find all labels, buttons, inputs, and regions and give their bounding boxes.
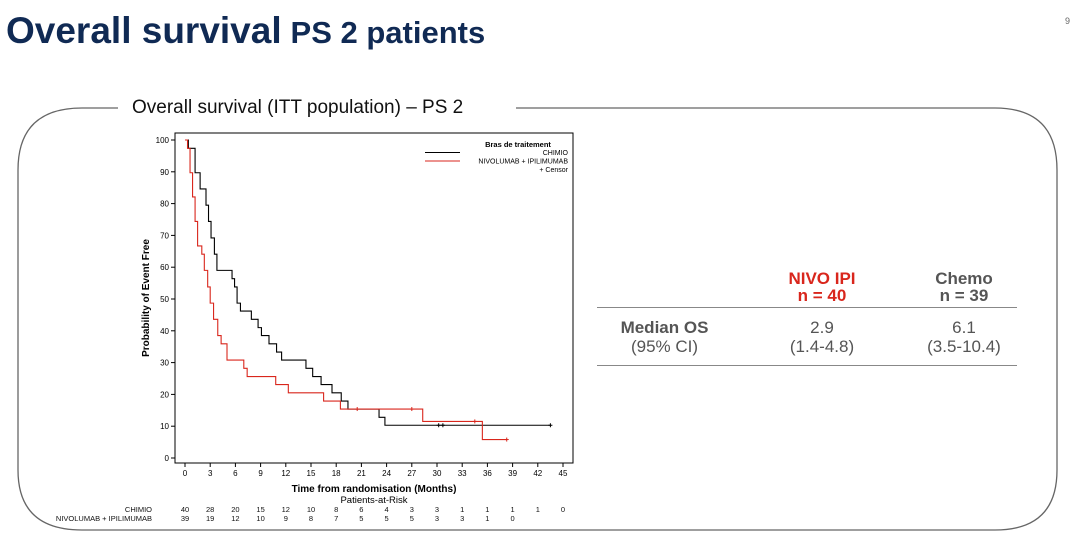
slide-title-main: Overall survival <box>6 10 282 51</box>
censor-mark <box>436 423 441 428</box>
censor-mark <box>472 419 477 424</box>
x-tick-label: 30 <box>433 469 442 478</box>
x-tick-label: 42 <box>533 469 542 478</box>
risk-count: 8 <box>308 514 314 523</box>
y-tick-label: 90 <box>160 168 169 177</box>
chemo-n: n = 39 <box>939 286 989 305</box>
risk-count: 4 <box>384 505 389 514</box>
x-tick-label: 18 <box>332 469 341 478</box>
nivo-ipi-title: NIVO IPI <box>788 269 856 288</box>
risk-count: 10 <box>256 514 265 523</box>
censor-mark <box>548 423 553 428</box>
censor-mark <box>355 407 360 412</box>
slide-title-sub: PS 2 patients <box>290 15 486 50</box>
page-number: 9 <box>1064 16 1070 26</box>
risk-count: 9 <box>283 514 288 523</box>
nivo-ipi-ci: (1.4-4.8) <box>789 337 855 356</box>
x-tick-label: 21 <box>357 469 366 478</box>
risk-count: 28 <box>206 505 215 514</box>
risk-count: 5 <box>384 514 389 523</box>
x-tick-label: 33 <box>458 469 467 478</box>
results-table-rule-bottom <box>597 365 1017 366</box>
x-tick-label: 45 <box>559 469 568 478</box>
x-tick-label: 24 <box>382 469 391 478</box>
risk-count: 39 <box>180 514 190 523</box>
legend-label: CHIMIO <box>543 150 569 157</box>
y-tick-label: 70 <box>160 231 169 240</box>
chemo-header: Chemo n = 39 <box>889 270 1039 304</box>
risk-count: 5 <box>359 514 364 523</box>
nivo-ipi-median: 2.9 <box>810 318 834 337</box>
legend-title: Bras de traitement <box>485 140 551 149</box>
censor-mark <box>409 407 414 412</box>
risk-count: 5 <box>409 514 414 523</box>
chemo-ci: (3.5-10.4) <box>927 337 1001 356</box>
x-tick-label: 15 <box>307 469 316 478</box>
y-tick-label: 30 <box>160 359 169 368</box>
censor-mark <box>504 437 509 442</box>
slide-title: Overall survival PS 2 patients <box>6 10 485 52</box>
y-tick-label: 0 <box>165 454 170 463</box>
risk-count: 19 <box>206 514 215 523</box>
x-tick-label: 39 <box>508 469 517 478</box>
y-tick-label: 10 <box>160 422 169 431</box>
chemo-title: Chemo <box>935 269 993 288</box>
y-tick-label: 60 <box>160 263 169 272</box>
legend-label: NIVOLUMAB + IPILIMUMAB <box>478 159 568 166</box>
risk-count: 8 <box>334 505 339 514</box>
x-axis-title: Time from randomisation (Months) <box>292 484 457 495</box>
risk-count: 1 <box>460 505 465 514</box>
results-table-rule-top <box>597 307 1017 308</box>
x-tick-label: 12 <box>281 469 290 478</box>
y-tick-label: 50 <box>160 295 169 304</box>
y-tick-label: 100 <box>156 136 170 145</box>
x-tick-label: 27 <box>407 469 416 478</box>
x-tick-label: 3 <box>208 469 213 478</box>
risk-count: 1 <box>535 505 540 514</box>
risk-count: 3 <box>434 514 440 523</box>
y-tick-label: 20 <box>160 390 169 399</box>
risk-count: 3 <box>409 505 414 514</box>
y-tick-label: 40 <box>160 327 169 336</box>
risk-count: 1 <box>510 505 515 514</box>
risk-count: 0 <box>560 505 566 514</box>
risk-count: 7 <box>334 514 339 523</box>
risk-count: 1 <box>485 505 490 514</box>
km-curve-chimio <box>185 139 551 426</box>
risk-count: 12 <box>231 514 240 523</box>
patients-at-risk-title: Patients-at-Risk <box>340 495 407 506</box>
x-tick-label: 9 <box>258 469 263 478</box>
chemo-median: 6.1 <box>952 318 976 337</box>
risk-count: 15 <box>256 505 265 514</box>
risk-count: 20 <box>231 505 240 514</box>
median-os-label: Median OS <box>620 318 709 337</box>
plot-frame <box>174 132 574 464</box>
risk-count: 3 <box>460 514 465 523</box>
risk-count: 6 <box>359 505 364 514</box>
censor-mark <box>440 423 445 428</box>
risk-count: 10 <box>306 505 316 514</box>
risk-row-label: NIVOLUMAB + IPILIMUMAB <box>55 514 152 523</box>
risk-count: 1 <box>485 514 490 523</box>
y-axis-title: Probability of Event Free <box>141 239 152 357</box>
nivo-ipi-header: NIVO IPI n = 40 <box>747 270 897 304</box>
panel-title: Overall survival (ITT population) – PS 2 <box>128 97 468 119</box>
risk-count: 0 <box>510 514 515 523</box>
risk-count: 3 <box>434 505 440 514</box>
y-tick-label: 80 <box>160 200 169 209</box>
x-tick-label: 0 <box>183 469 188 478</box>
legend-censor: + Censor <box>539 167 568 174</box>
nivo-ipi-n: n = 40 <box>797 286 847 305</box>
risk-count: 12 <box>281 505 290 514</box>
x-tick-label: 6 <box>233 469 238 478</box>
x-tick-label: 36 <box>483 469 492 478</box>
ci-label: (95% CI) <box>630 337 699 356</box>
km-curve-nivo-ipi <box>185 139 507 441</box>
risk-row-label: CHIMIO <box>124 505 152 514</box>
risk-count: 40 <box>180 505 190 514</box>
